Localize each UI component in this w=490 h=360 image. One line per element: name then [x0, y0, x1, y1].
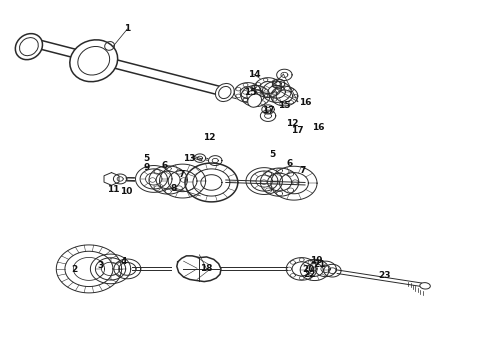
Text: 11: 11	[107, 185, 119, 194]
Polygon shape	[260, 110, 276, 121]
Polygon shape	[276, 90, 293, 102]
Polygon shape	[300, 260, 329, 280]
Text: 21: 21	[313, 260, 326, 269]
Polygon shape	[185, 163, 238, 202]
Text: 8: 8	[171, 184, 177, 193]
Text: 4: 4	[121, 257, 127, 266]
Text: 7: 7	[178, 170, 185, 179]
Text: 7: 7	[299, 166, 306, 175]
Polygon shape	[56, 245, 122, 293]
Polygon shape	[268, 173, 292, 191]
Polygon shape	[271, 86, 298, 106]
Polygon shape	[149, 166, 187, 194]
Text: 22: 22	[304, 270, 316, 279]
Polygon shape	[315, 261, 336, 277]
Polygon shape	[194, 154, 206, 162]
Polygon shape	[241, 85, 270, 107]
Text: 15: 15	[278, 101, 291, 110]
Ellipse shape	[247, 94, 262, 107]
Text: 23: 23	[378, 271, 391, 280]
Text: 16: 16	[299, 98, 311, 107]
Text: 6: 6	[162, 161, 168, 170]
Polygon shape	[324, 264, 341, 277]
Text: 12: 12	[203, 133, 215, 142]
Polygon shape	[90, 254, 131, 284]
Text: 5: 5	[144, 154, 149, 163]
Polygon shape	[160, 164, 206, 198]
Polygon shape	[209, 156, 222, 166]
Polygon shape	[247, 90, 264, 102]
Polygon shape	[114, 259, 141, 279]
Text: 6: 6	[286, 158, 293, 167]
Ellipse shape	[216, 84, 234, 102]
Text: 5: 5	[270, 150, 276, 159]
Text: 15: 15	[244, 88, 256, 97]
Text: 17: 17	[262, 105, 274, 114]
Text: 12: 12	[286, 119, 298, 128]
Ellipse shape	[420, 283, 430, 289]
Polygon shape	[240, 87, 256, 98]
Polygon shape	[260, 168, 299, 196]
Polygon shape	[255, 78, 281, 98]
Polygon shape	[262, 81, 291, 102]
Polygon shape	[156, 171, 180, 189]
Polygon shape	[271, 166, 317, 200]
Text: 17: 17	[292, 126, 304, 135]
Text: 16: 16	[312, 123, 324, 132]
Text: 3: 3	[98, 261, 104, 270]
Text: 18: 18	[200, 264, 213, 273]
Text: 10: 10	[120, 187, 133, 196]
Text: 19: 19	[310, 256, 322, 265]
Text: 14: 14	[248, 70, 261, 79]
Polygon shape	[234, 83, 261, 102]
Polygon shape	[286, 258, 317, 280]
Polygon shape	[246, 168, 282, 194]
Polygon shape	[260, 82, 276, 94]
Polygon shape	[277, 69, 292, 81]
Text: 2: 2	[72, 265, 77, 274]
Ellipse shape	[70, 40, 118, 82]
Polygon shape	[272, 79, 285, 88]
Polygon shape	[262, 105, 274, 114]
Text: 9: 9	[144, 163, 150, 172]
Ellipse shape	[15, 33, 43, 60]
Text: 1: 1	[124, 24, 130, 33]
Polygon shape	[113, 174, 127, 184]
Text: 20: 20	[302, 265, 315, 274]
Text: 13: 13	[184, 154, 196, 163]
Polygon shape	[292, 262, 311, 276]
Polygon shape	[136, 166, 172, 192]
